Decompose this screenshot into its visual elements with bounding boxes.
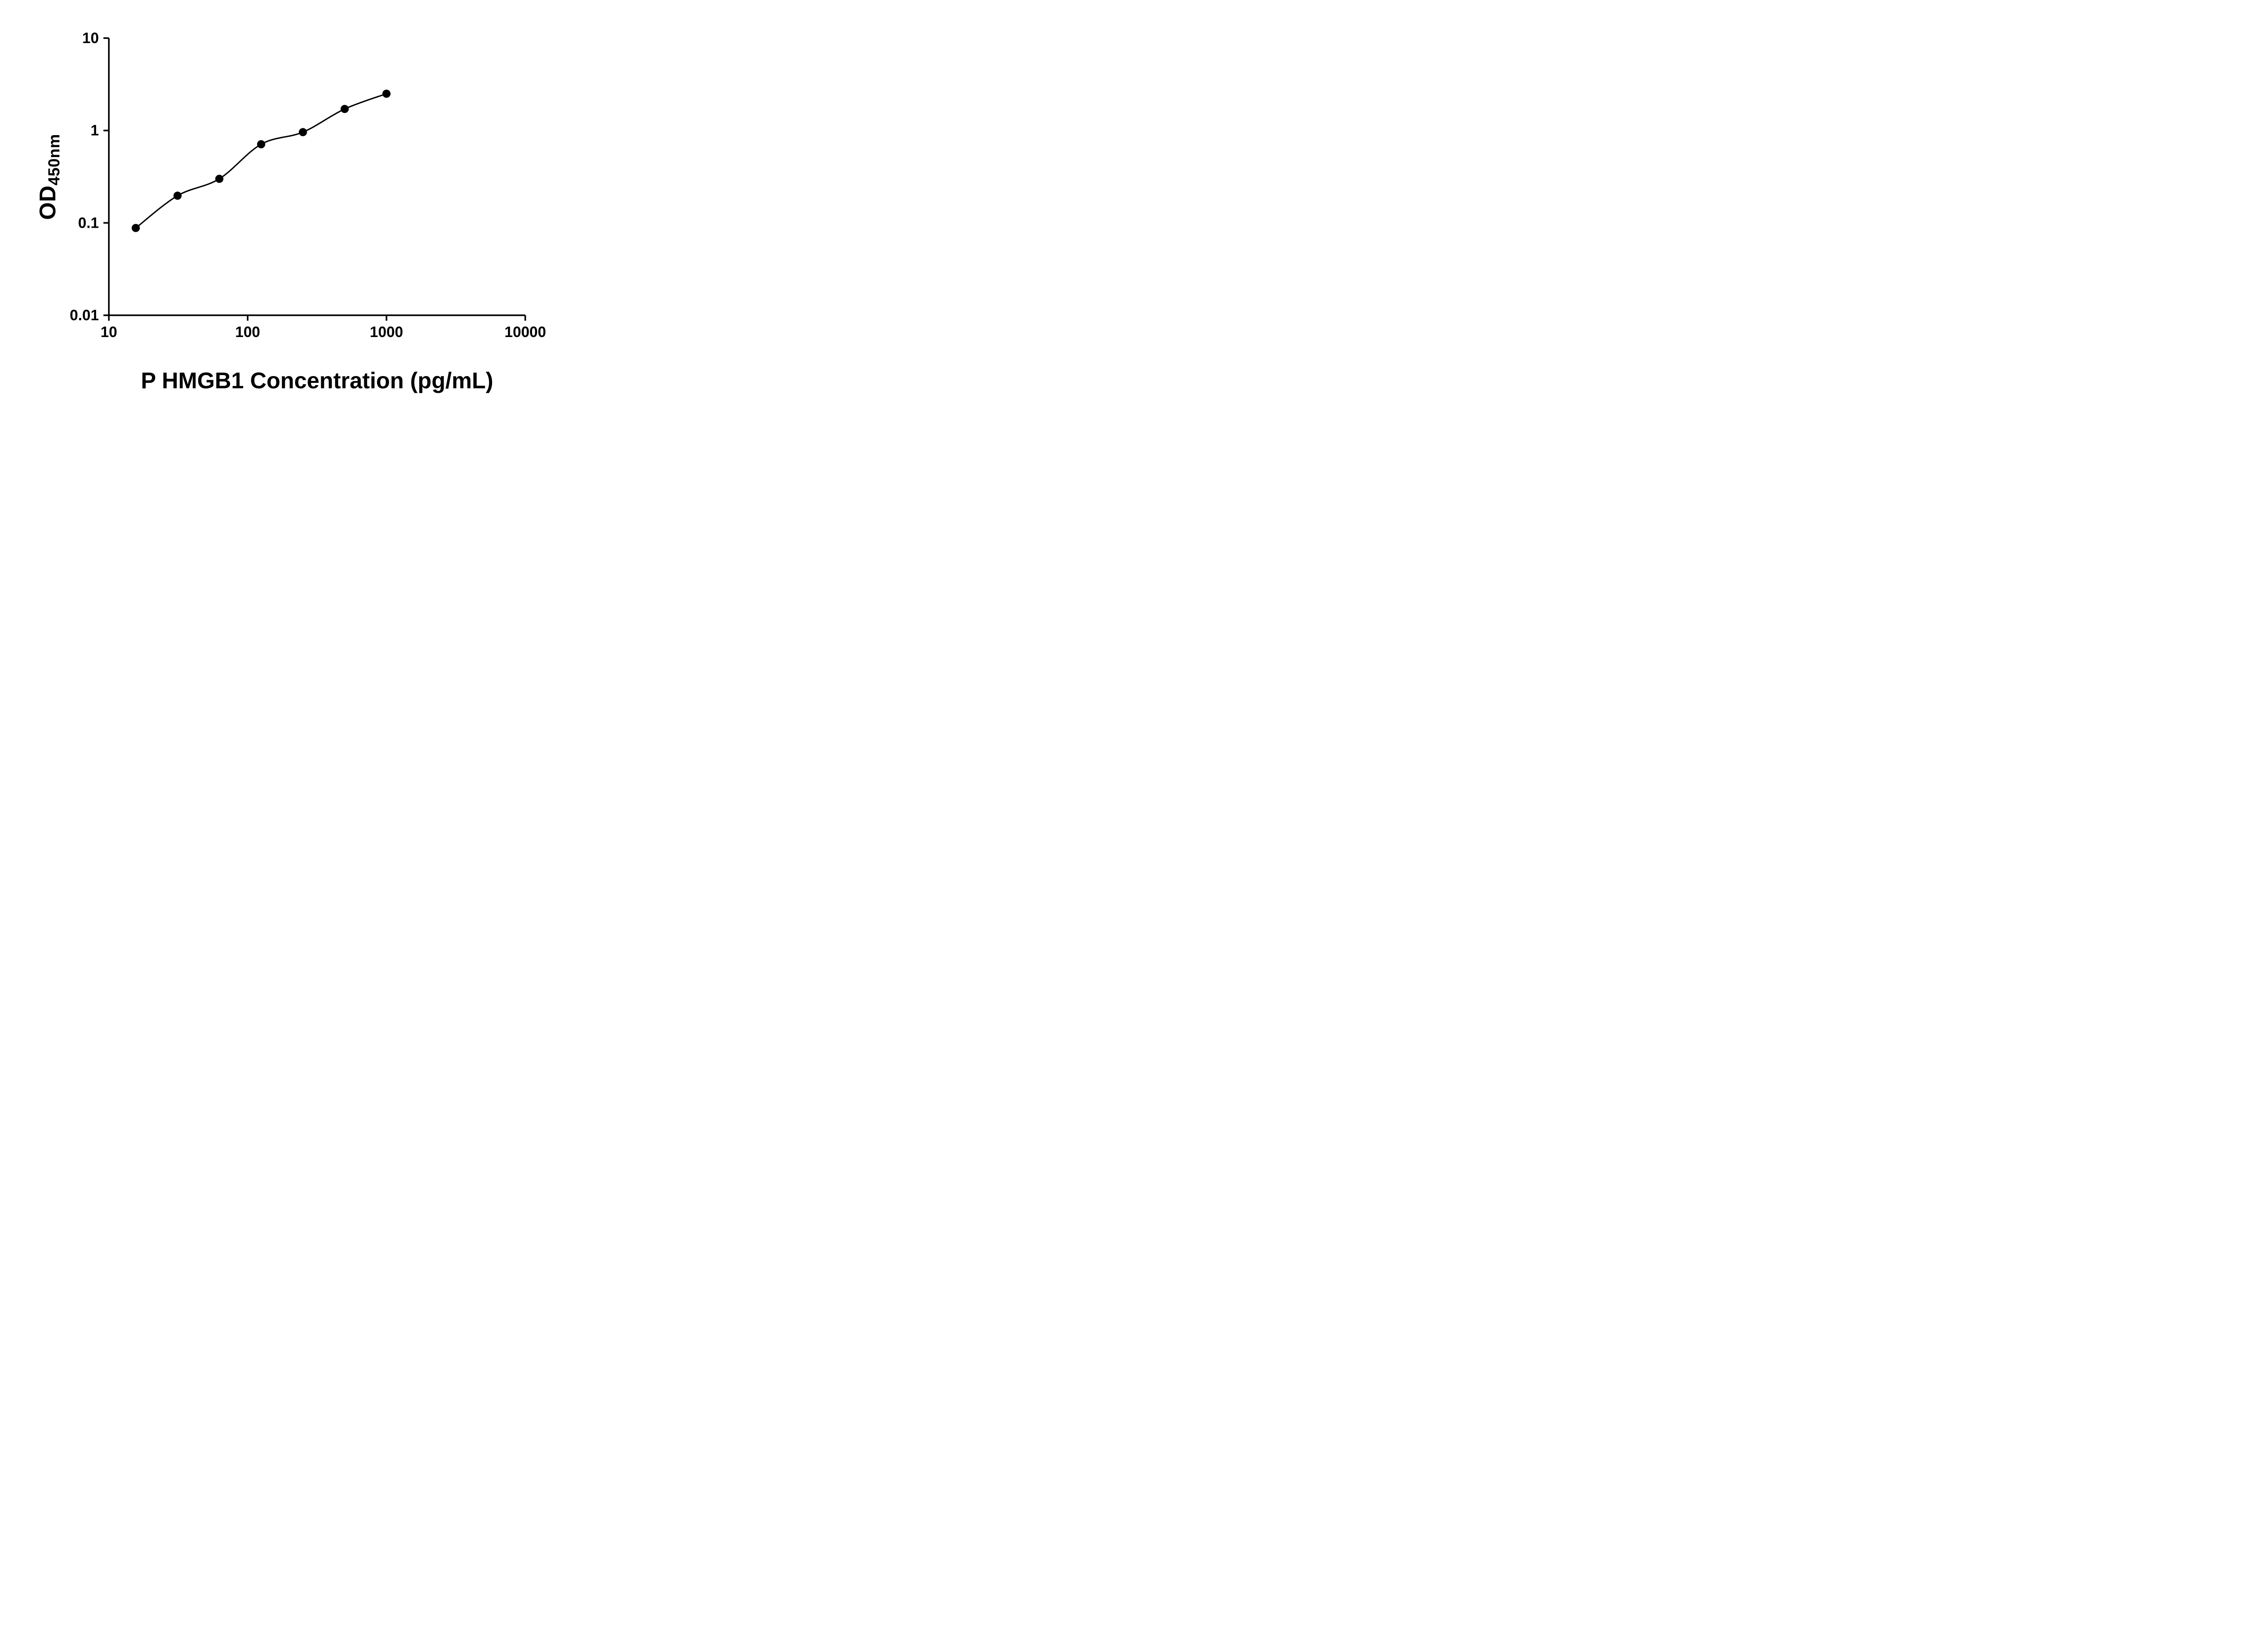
x-tick-label: 10 — [101, 323, 117, 340]
y-axis-label-subscript: 450nm — [45, 134, 63, 186]
y-axis-label-main: OD — [35, 185, 61, 220]
x-tick-label: 100 — [235, 323, 260, 340]
y-tick-label: 0.1 — [78, 214, 99, 231]
data-point — [132, 224, 140, 232]
x-tick-label: 1000 — [370, 323, 403, 340]
data-point — [215, 175, 224, 183]
standard-curve-figure: 10 100 1000 10000 0.01 0.1 1 10 OD450nm P HMGB1… — [0, 0, 581, 408]
data-point — [340, 105, 349, 113]
plot-area: 10 100 1000 10000 0.01 0.1 1 10 — [70, 29, 546, 340]
y-tick-label: 10 — [82, 29, 99, 46]
data-point — [382, 89, 391, 98]
data-point — [298, 128, 307, 137]
x-tick-label: 10000 — [504, 323, 546, 340]
standard-curve-line — [135, 93, 387, 229]
y-tick-label: 1 — [91, 122, 99, 139]
x-axis-label: P HMGB1 Concentration (pg/mL) — [141, 368, 494, 393]
y-tick-label: 0.01 — [70, 307, 99, 323]
data-point — [257, 140, 265, 148]
y-axis-label: OD450nm — [34, 134, 64, 220]
data-point — [173, 191, 182, 200]
